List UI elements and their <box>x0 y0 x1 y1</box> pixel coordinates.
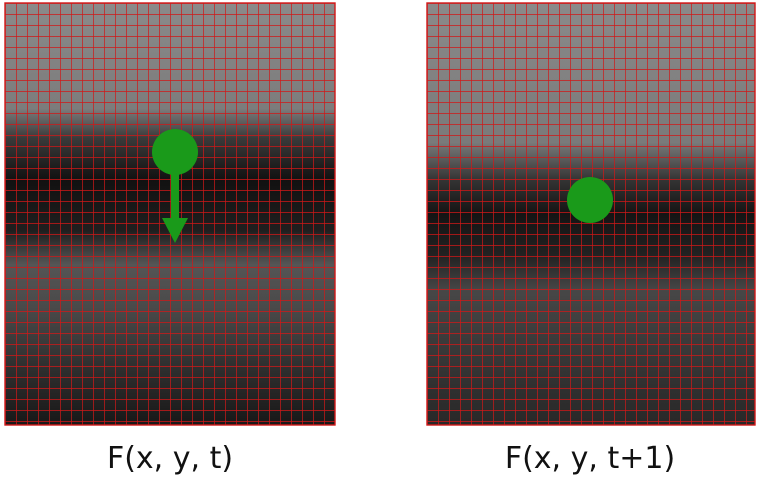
point <box>567 177 613 223</box>
panel-right: F(x, y, t+1) <box>426 2 756 476</box>
arrow-head <box>162 218 188 243</box>
grid <box>4 2 336 426</box>
panel-label: F(x, y, t+1) <box>505 441 675 476</box>
panel-left: F(x, y, t) <box>4 2 336 476</box>
point <box>152 129 198 175</box>
panel-label: F(x, y, t) <box>107 441 233 476</box>
